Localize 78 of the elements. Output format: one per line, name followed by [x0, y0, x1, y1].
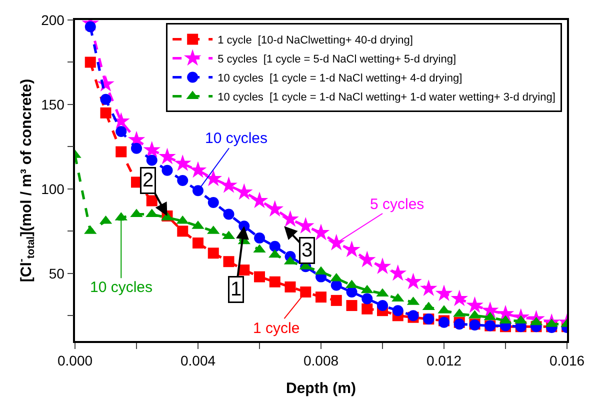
point: [328, 234, 346, 250]
x-tick-label: 0.004: [180, 352, 216, 369]
point: [374, 258, 392, 274]
point: [300, 286, 312, 298]
y-tick-label: 150: [41, 96, 65, 112]
annotation: 1: [230, 278, 242, 300]
point: [177, 226, 188, 237]
point: [330, 294, 342, 306]
point: [282, 210, 299, 227]
y-tick-label: 100: [41, 180, 65, 197]
point: [312, 224, 330, 240]
point: [254, 271, 265, 282]
point: [392, 305, 404, 316]
annotation: 2: [142, 170, 154, 192]
point: [404, 272, 422, 290]
point: [377, 300, 388, 312]
point: [158, 148, 176, 164]
point: [466, 296, 484, 313]
point: [235, 183, 253, 200]
annotation: 5 cycles: [370, 196, 424, 213]
x-axis-title: Depth (m): [286, 380, 356, 398]
point: [146, 154, 158, 166]
annotation: 10 cycles: [90, 279, 153, 296]
legend-label: 10 cycles [1 cycle = 1-d NaCl wetting+ 4-d drying]: [218, 72, 462, 84]
legend-label: 10 cycles [1 cycle = 1-d NaCl wetting+ 1-d water wetting+ 3-d drying]: [218, 92, 556, 104]
point: [362, 303, 373, 314]
point: [330, 280, 342, 291]
point: [116, 126, 127, 138]
point: [174, 154, 192, 171]
point: [362, 293, 373, 304]
point: [177, 175, 188, 186]
point: [266, 200, 284, 217]
point: [316, 292, 326, 303]
point: [389, 264, 407, 281]
point: [143, 140, 161, 158]
point: [420, 280, 438, 296]
y-tick-label: 50: [48, 265, 65, 282]
point: [450, 290, 468, 306]
point: [131, 142, 142, 154]
point: [223, 256, 234, 268]
point: [100, 107, 112, 118]
point: [346, 286, 358, 298]
point: [84, 56, 96, 68]
point: [116, 146, 127, 158]
point: [208, 196, 219, 208]
annotation: 1 cycle: [253, 320, 300, 337]
point: [84, 21, 96, 32]
point: [208, 248, 219, 259]
point: [223, 208, 234, 220]
x-tick-label: 0.016: [549, 352, 585, 369]
legend-label: 5 cycles [1 cycle = 5-d NaCl wetting+ 5-d drying]: [218, 54, 456, 66]
point: [204, 170, 222, 186]
x-tick-label: 0.000: [57, 352, 93, 369]
y-tick-label: 200: [41, 12, 65, 28]
point: [358, 250, 376, 268]
point: [284, 281, 296, 292]
point: [343, 240, 360, 258]
point: [250, 192, 268, 208]
point: [100, 94, 112, 105]
point: [192, 185, 204, 196]
point: [269, 276, 280, 288]
point: [162, 164, 173, 176]
x-tick-label: 0.012: [426, 352, 462, 369]
x-tick-label: 0.008: [303, 352, 339, 369]
point: [112, 112, 130, 129]
legend-label: 1 cycle [10-d NaClwetting+ 40-d drying]: [218, 34, 413, 46]
point: [220, 176, 238, 193]
point: [254, 232, 265, 244]
point: [146, 195, 158, 206]
annotation: 3: [302, 240, 313, 262]
point: [346, 300, 358, 312]
point: [269, 240, 280, 252]
point: [192, 238, 204, 249]
point: [435, 284, 453, 302]
point: [189, 161, 207, 178]
point: [296, 217, 314, 234]
point: [238, 264, 250, 276]
annotation: 10 cycles: [205, 130, 268, 147]
